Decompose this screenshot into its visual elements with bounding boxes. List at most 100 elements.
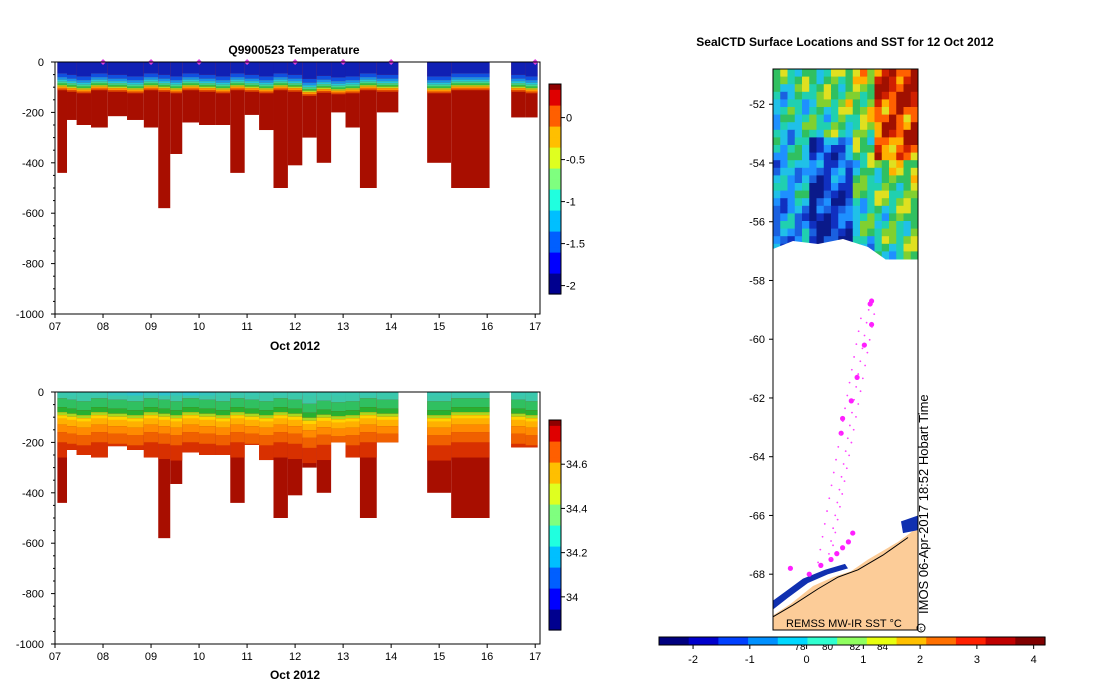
profile-band [244, 399, 260, 409]
sst-cell [831, 145, 839, 154]
profile-band [170, 89, 183, 92]
profile-band [170, 421, 183, 428]
colorbar-segment [549, 273, 561, 279]
profile-band [57, 442, 68, 458]
profile-band [182, 85, 200, 87]
sst-cell [852, 145, 861, 154]
profile-band [451, 412, 490, 416]
profile-band [427, 91, 452, 94]
profile-band [331, 428, 346, 437]
sst-cell [787, 122, 796, 131]
profile-band [451, 73, 490, 78]
surface-band [244, 392, 260, 396]
sst-cell [780, 69, 788, 78]
y-tick-label: -600 [22, 538, 44, 550]
profile-band [57, 392, 68, 399]
colorbar-segment [549, 624, 561, 631]
profile-band [76, 91, 92, 94]
colorbar-segment [549, 561, 561, 568]
profile-band [158, 392, 171, 400]
sst-cell [816, 213, 825, 222]
colorbar-segment [549, 462, 561, 468]
x-tick-label: 07 [49, 651, 61, 663]
sst-cell [889, 114, 897, 123]
profile-band [376, 413, 399, 417]
colorbar-segment [874, 637, 883, 645]
profile-band [143, 88, 159, 91]
sst-cell [867, 167, 875, 176]
profile-band [511, 81, 526, 84]
colorbar-segment [549, 136, 561, 143]
sst-cell [910, 221, 919, 230]
colorbar-segment [549, 556, 561, 563]
profile-band [511, 89, 526, 92]
sst-cell [881, 107, 890, 116]
colorbar-segment [549, 498, 561, 505]
sst-cell [903, 99, 912, 108]
profile-band [359, 418, 377, 425]
sst-cell [838, 114, 846, 123]
colorbar-segment [941, 637, 950, 645]
profile-band [511, 419, 526, 427]
profile-band [273, 85, 288, 87]
profile-band [170, 62, 183, 77]
colorbar-segment [549, 178, 561, 185]
profile-band [359, 83, 377, 86]
colorbar-inner-label: 84 [877, 642, 889, 653]
profile-band [345, 415, 360, 419]
profile-band [273, 62, 288, 74]
profile-band [143, 415, 159, 419]
sst-cell [852, 213, 861, 222]
sst-cell [852, 221, 861, 230]
profile-band [376, 89, 399, 92]
sst-cell [773, 145, 781, 154]
profile-band [316, 75, 332, 80]
sst-cell [823, 76, 832, 85]
profile-band [302, 78, 317, 83]
sst-cell [802, 167, 810, 176]
surface-band [215, 392, 231, 396]
sst-cell [787, 145, 796, 154]
sst-cell [773, 228, 781, 237]
profile-band [91, 424, 108, 433]
sst-cell [809, 205, 817, 214]
sst-cell [831, 91, 839, 100]
surface-band [316, 392, 332, 396]
sst-cell [860, 183, 868, 192]
sst-cell [903, 221, 912, 230]
sst-cell [860, 84, 868, 93]
profile-band [67, 62, 77, 75]
y-tick-label: -1000 [16, 639, 44, 651]
sst-cell [845, 160, 854, 169]
track-point [832, 544, 834, 547]
profile-band [182, 83, 200, 86]
profile-band [199, 443, 216, 455]
sst-cell [838, 198, 846, 207]
profile-band [376, 88, 399, 90]
sst-cell [794, 145, 803, 154]
sst-cell [838, 107, 846, 116]
colorbar-inner-label: 80 [822, 642, 834, 653]
profile-band [376, 81, 399, 84]
sst-cell [860, 107, 868, 116]
profile-band [107, 86, 128, 89]
profile-band [359, 79, 377, 82]
x-tick-label: 09 [145, 321, 157, 333]
x-tick-label: 08 [97, 321, 109, 333]
profile-band [76, 89, 92, 92]
profile-band [376, 399, 399, 409]
profile-band [67, 433, 77, 444]
sst-cell [823, 236, 832, 245]
sst-cell [867, 243, 875, 252]
sst-cell [838, 221, 846, 230]
profile-band [331, 83, 346, 86]
timestamp-label: IMOS 06-Apr-2017 18:52 Hobart Time [916, 394, 931, 614]
colorbar-segment [549, 593, 561, 600]
sst-cell [874, 190, 883, 199]
sst-cell [823, 221, 832, 230]
profile-band [345, 91, 360, 94]
track-point [861, 342, 867, 348]
sst-cell [816, 114, 825, 123]
sst-cell [816, 84, 825, 93]
profile-band [359, 77, 377, 80]
